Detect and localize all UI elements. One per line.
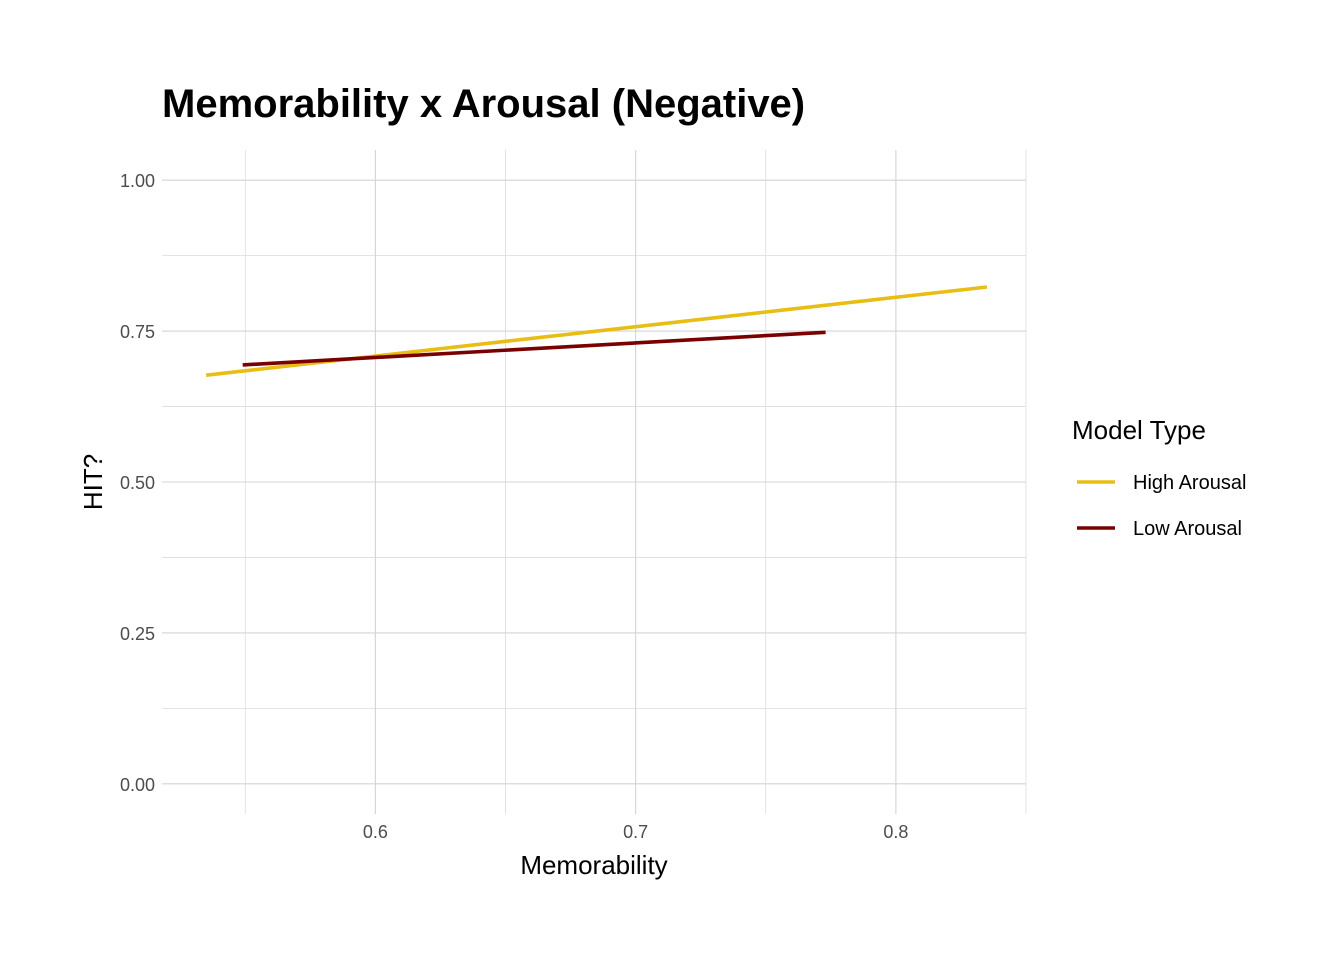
- legend-label: Low Arousal: [1133, 518, 1242, 540]
- x-axis-title: Memorability: [520, 850, 667, 880]
- y-tick-labels: 0.00 0.25 0.50 0.75 1.00: [120, 171, 155, 795]
- x-tick-label: 0.8: [883, 822, 908, 842]
- y-tick-label: 1.00: [120, 171, 155, 191]
- x-tick-label: 0.6: [363, 822, 388, 842]
- y-tick-label: 0.75: [120, 322, 155, 342]
- x-tick-label: 0.7: [623, 822, 648, 842]
- legend: Model Type High Arousal Low Arousal: [1072, 415, 1246, 540]
- legend-items: High Arousal Low Arousal: [1077, 472, 1246, 540]
- y-tick-label: 0.25: [120, 624, 155, 644]
- y-axis-title: HIT?: [78, 454, 108, 510]
- legend-title: Model Type: [1072, 415, 1206, 445]
- y-tick-label: 0.00: [120, 775, 155, 795]
- series-lines: [205, 285, 988, 377]
- chart-title: Memorability x Arousal (Negative): [162, 82, 805, 126]
- series-line-low-arousal: [242, 330, 826, 367]
- x-tick-labels: 0.6 0.7 0.8: [363, 822, 909, 842]
- y-tick-label: 0.50: [120, 473, 155, 493]
- gridlines: [162, 150, 1027, 814]
- legend-label: High Arousal: [1133, 472, 1246, 494]
